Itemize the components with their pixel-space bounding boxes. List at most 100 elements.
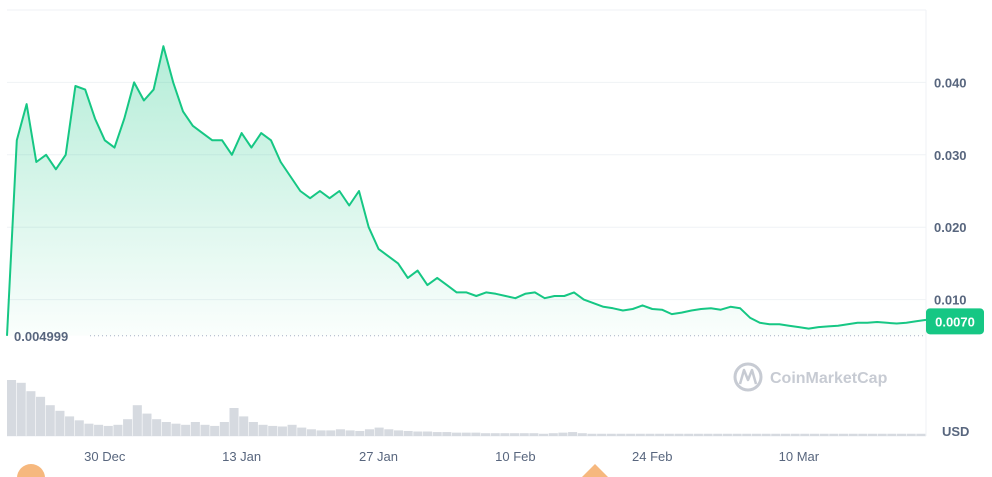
volume-bar (113, 424, 123, 436)
volume-bar (461, 432, 471, 436)
volume-bar (36, 396, 46, 436)
volume-bar (326, 430, 336, 436)
volume-bar (55, 410, 65, 436)
volume-bar (422, 431, 433, 436)
event-marker-middle[interactable] (582, 464, 608, 477)
volume-bar (123, 419, 133, 436)
volume-bar (703, 433, 713, 436)
volume-bar (287, 424, 297, 436)
volume-bar (481, 433, 491, 436)
volume-bar (858, 433, 868, 436)
volume-bar (384, 429, 394, 436)
volume-bar (432, 432, 442, 436)
volume-bar (364, 429, 374, 436)
volume-bar (558, 432, 568, 436)
volume-bar (510, 433, 520, 436)
volume-bar (84, 423, 94, 436)
volume-bar (239, 416, 249, 436)
volume-bar (829, 433, 839, 436)
volume-bar (413, 431, 423, 436)
volume-bar (800, 433, 810, 436)
x-tick-label: 10 Feb (495, 449, 535, 464)
volume-bar (616, 433, 626, 436)
volume-bar (819, 433, 829, 436)
y-tick-label: 0.030 (934, 148, 967, 163)
price-area-fill (7, 46, 926, 336)
volume-bar (626, 433, 636, 436)
price-series-line (6, 45, 927, 336)
volume-bar (655, 433, 665, 436)
volume-bar (867, 433, 878, 436)
volume-bar (732, 433, 742, 436)
volume-bar (906, 433, 916, 436)
volume-bar (645, 433, 655, 436)
x-tick-label: 10 Mar (779, 449, 820, 464)
volume-bar (451, 432, 462, 436)
volume-bar (94, 424, 104, 436)
volume-bar (674, 433, 684, 436)
event-marker-left[interactable] (17, 464, 45, 477)
volume-bar (26, 391, 36, 436)
volume-bar (780, 433, 790, 436)
volume-bar (577, 433, 587, 436)
volume-bar (761, 433, 771, 436)
volume-bar (7, 380, 17, 436)
volume-bar (103, 425, 113, 436)
volume-bar (490, 433, 500, 436)
volume-bar (374, 427, 384, 436)
baseline-label: 0.004999 (14, 329, 68, 344)
volume-bar (16, 382, 26, 436)
volume-bar (606, 433, 616, 436)
volume-bar (65, 416, 75, 436)
last-price-label: 0.0070 (935, 314, 975, 329)
volume-bar (587, 433, 597, 436)
currency-label: USD (942, 424, 969, 439)
volume-bar (693, 433, 703, 436)
volume-bar (74, 420, 84, 436)
volume-bar (161, 422, 171, 436)
volume-bar (548, 433, 558, 436)
volume-bar (838, 433, 849, 436)
volume-bar (316, 430, 326, 436)
volume-bar (848, 433, 858, 436)
volume-bar (887, 433, 897, 436)
volume-bar (877, 433, 887, 436)
y-tick-label: 0.010 (934, 293, 967, 308)
volume-bar (722, 433, 732, 436)
volume-bar (258, 424, 268, 436)
volume-bar (916, 433, 926, 436)
volume-bar (152, 419, 162, 436)
x-tick-label: 27 Jan (359, 449, 398, 464)
volume-bars (7, 380, 926, 436)
volume-bar (664, 433, 674, 436)
watermark-text: CoinMarketCap (770, 370, 888, 387)
y-axis-ticks: 0.010 0.020 0.030 0.040 (934, 75, 967, 307)
volume-bar (597, 433, 607, 436)
volume-bar (200, 424, 210, 436)
volume-bar (539, 433, 549, 436)
volume-bar (355, 430, 365, 436)
volume-bar (268, 425, 278, 436)
volume-bar (442, 432, 452, 436)
y-tick-label: 0.040 (934, 75, 967, 90)
volume-bar (393, 430, 404, 436)
volume-bar (635, 433, 645, 436)
volume-bar (771, 433, 781, 436)
volume-bar (219, 422, 229, 436)
x-tick-label: 13 Jan (222, 449, 261, 464)
volume-bar (684, 433, 694, 436)
volume-bar (229, 408, 239, 436)
volume-bar (790, 433, 800, 436)
volume-bar (713, 433, 723, 436)
volume-bar (809, 433, 819, 436)
volume-bar (742, 433, 752, 436)
volume-bar (210, 425, 220, 436)
volume-bar (306, 429, 316, 436)
volume-bar (248, 422, 258, 436)
volume-bar (277, 426, 287, 436)
volume-bar (568, 432, 578, 436)
volume-bar (335, 429, 345, 436)
coinmarketcap-watermark: CoinMarketCap (733, 362, 888, 392)
volume-bar (297, 427, 307, 436)
